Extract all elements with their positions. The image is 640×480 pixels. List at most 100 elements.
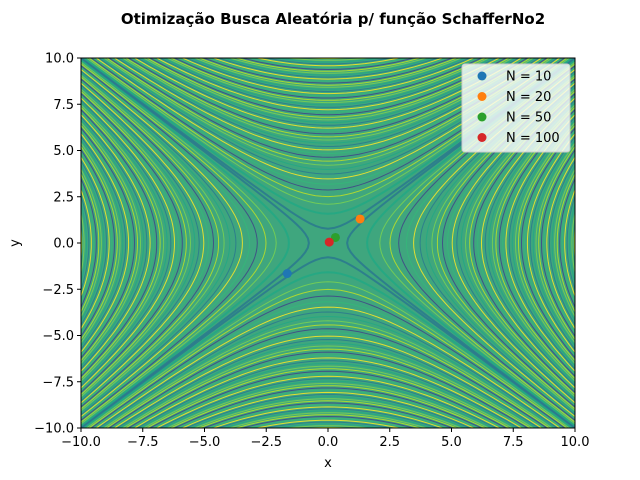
contour-line xyxy=(81,101,168,385)
data-points xyxy=(282,214,365,279)
contour-line xyxy=(202,58,454,84)
contour-line xyxy=(81,188,92,298)
contour-line xyxy=(177,58,479,97)
contour-line xyxy=(113,335,543,428)
legend-marker xyxy=(477,71,487,81)
contour-line xyxy=(97,311,559,428)
legend-marker xyxy=(477,112,487,122)
contour-line xyxy=(81,78,215,408)
contour-line xyxy=(81,58,310,428)
contour-line xyxy=(217,58,439,78)
contour-line xyxy=(152,58,504,113)
contour-line xyxy=(185,393,471,428)
contour-line xyxy=(124,348,532,428)
contour-line xyxy=(81,164,105,322)
x-tick-label: 5.0 xyxy=(441,435,462,450)
contour-line xyxy=(207,58,449,82)
x-tick-label: 10.0 xyxy=(561,435,590,450)
contour-line xyxy=(517,124,575,362)
contour-line xyxy=(166,382,490,428)
contour-line xyxy=(561,183,575,303)
contour-line xyxy=(240,415,416,428)
x-tick-label: −10.0 xyxy=(61,435,101,450)
contour-line xyxy=(152,373,504,428)
contour-line xyxy=(81,130,133,356)
contour-line xyxy=(197,400,459,428)
contour-line xyxy=(556,172,575,314)
contour-line xyxy=(81,160,108,326)
contour-line xyxy=(142,365,514,428)
contour-line xyxy=(81,183,95,303)
contour-line xyxy=(81,127,136,359)
contour-line xyxy=(207,404,449,428)
contour-line xyxy=(254,58,402,67)
point-n-50 xyxy=(330,232,340,242)
y-tick-label: 0.0 xyxy=(53,237,74,252)
contour-line xyxy=(177,389,479,428)
contour-line xyxy=(81,113,151,373)
contour-line xyxy=(81,82,205,404)
contour-line xyxy=(81,111,154,375)
contour-line xyxy=(302,426,354,428)
contour-line xyxy=(212,58,444,80)
point-n-20 xyxy=(355,214,365,224)
x-tick-label: −7.5 xyxy=(127,435,159,450)
contour-line xyxy=(222,410,434,428)
contour-line xyxy=(81,256,575,428)
contour-line xyxy=(81,121,142,365)
contour-line xyxy=(108,328,548,428)
contour-line xyxy=(81,72,231,414)
x-tick-label: 0.0 xyxy=(318,435,339,450)
contour-line xyxy=(529,136,575,350)
y-axis-label: y xyxy=(8,239,23,247)
contour-line xyxy=(234,58,422,72)
contour-line xyxy=(228,412,428,428)
contour-line xyxy=(532,139,575,347)
contour-line xyxy=(540,149,575,337)
contour-line xyxy=(81,66,251,420)
contour-line xyxy=(82,271,574,428)
contour-line xyxy=(155,58,501,111)
contour-line xyxy=(127,351,529,428)
contour-line xyxy=(100,315,556,428)
contour-line xyxy=(81,65,258,421)
contour-line xyxy=(169,385,487,428)
contour-line xyxy=(81,68,243,418)
contour-line xyxy=(81,136,127,350)
contour-line xyxy=(81,76,220,410)
contour-line xyxy=(81,90,187,396)
contour-line xyxy=(81,59,290,427)
contour-line xyxy=(234,414,422,428)
contour-line xyxy=(81,156,110,330)
contour-line xyxy=(162,58,494,106)
contour-line xyxy=(90,295,566,428)
contour-line xyxy=(81,142,121,344)
contour-line xyxy=(119,342,537,428)
contour-line xyxy=(81,224,83,262)
contour-line xyxy=(302,58,354,60)
contour-line xyxy=(81,116,148,370)
contour-line xyxy=(189,396,467,428)
x-tick-label: 7.5 xyxy=(503,435,524,450)
contour-line xyxy=(81,195,90,292)
contour-line xyxy=(148,370,508,428)
contour-line xyxy=(81,152,113,334)
contour-line xyxy=(173,387,483,428)
legend-label: N = 50 xyxy=(506,111,551,126)
x-axis-label: x xyxy=(324,456,332,471)
contour-line xyxy=(263,58,393,65)
contour-line xyxy=(81,74,225,412)
contour-line xyxy=(81,168,102,318)
contour-line xyxy=(247,58,409,69)
contour-line xyxy=(105,324,551,428)
y-tick-label: 2.5 xyxy=(53,190,74,205)
x-tick-label: −2.5 xyxy=(250,435,282,450)
contour-line xyxy=(103,320,553,428)
contour-line xyxy=(81,63,267,423)
contour-line xyxy=(81,95,179,391)
contour-line xyxy=(81,61,277,425)
contour-line xyxy=(169,58,487,101)
contour-line xyxy=(81,124,139,362)
contour-line xyxy=(81,133,130,353)
